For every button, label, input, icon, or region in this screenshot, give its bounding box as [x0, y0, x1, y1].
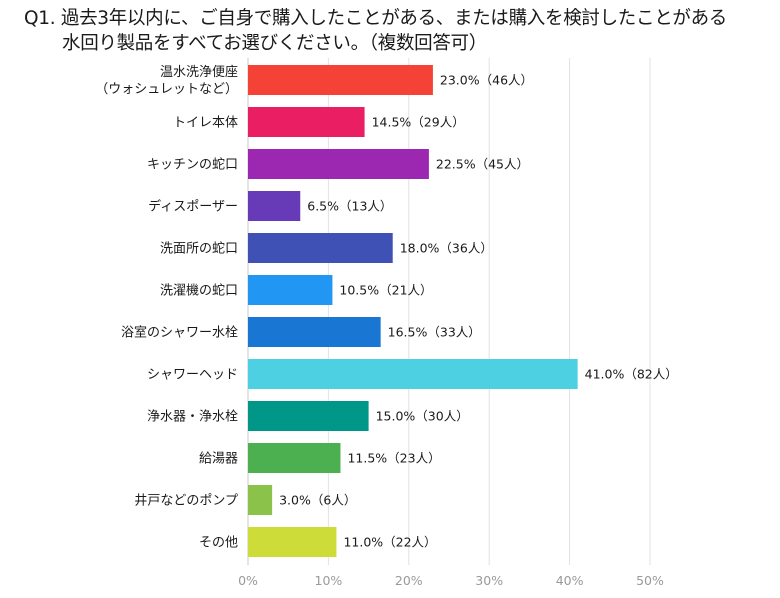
category-label: 給湯器 [199, 452, 238, 467]
x-tick-label: 30% [475, 573, 503, 588]
category-label: （ウォシュレットなど） [95, 82, 238, 97]
x-tick-label: 50% [636, 573, 664, 588]
chart-title-line-1: Q1. 過去3年以内に、ご自身で購入したことがある、または購入を検討したことがあ… [24, 8, 728, 29]
value-label: 14.5%（29人） [372, 115, 465, 130]
category-label: 浄水器・浄水栓 [147, 410, 238, 425]
category-label: 洗面所の蛇口 [160, 242, 238, 257]
category-label: 洗濯機の蛇口 [160, 284, 238, 299]
bar [248, 317, 381, 347]
bar [248, 359, 578, 389]
bar [248, 233, 393, 263]
bar [248, 443, 341, 473]
bar [248, 65, 433, 95]
bar [248, 485, 273, 515]
chart-title: Q1. 過去3年以内に、ご自身で購入したことがある、または購入を検討したことがあ… [24, 6, 774, 56]
value-label: 11.0%（22人） [343, 535, 436, 550]
category-label: 井戸などのポンプ [134, 494, 238, 509]
bar [248, 191, 301, 221]
value-label: 15.0%（30人） [376, 409, 469, 424]
value-label: 3.0%（6人） [279, 493, 356, 508]
value-label: 18.0%（36人） [400, 241, 493, 256]
category-label: その他 [199, 536, 238, 551]
value-label: 41.0%（82人） [585, 367, 678, 382]
bar [248, 149, 429, 179]
bar [248, 527, 337, 557]
x-tick-label: 40% [556, 573, 584, 588]
category-label: ディスポーザー [148, 199, 238, 215]
value-label: 23.0%（46人） [440, 73, 533, 88]
category-label: キッチンの蛇口 [147, 158, 238, 173]
category-label: 温水洗浄便座 [160, 65, 238, 80]
category-label: シャワーヘッド [147, 368, 238, 383]
category-label: トイレ本体 [173, 116, 238, 131]
category-label: 浴室のシャワー水栓 [121, 325, 238, 341]
value-label: 16.5%（33人） [388, 325, 481, 340]
value-label: 22.5%（45人） [436, 157, 529, 172]
value-label: 11.5%（23人） [347, 451, 440, 466]
bar [248, 401, 369, 431]
value-label: 10.5%（21人） [339, 283, 432, 298]
x-tick-label: 10% [315, 573, 343, 588]
chart-title-line-2: 水回り製品をすべてお選びください。（複数回答可） [62, 33, 487, 54]
bar [248, 275, 333, 305]
x-tick-label: 20% [395, 573, 423, 588]
bar [248, 107, 365, 137]
x-tick-label: 0% [238, 573, 258, 588]
value-label: 6.5%（13人） [307, 199, 392, 214]
